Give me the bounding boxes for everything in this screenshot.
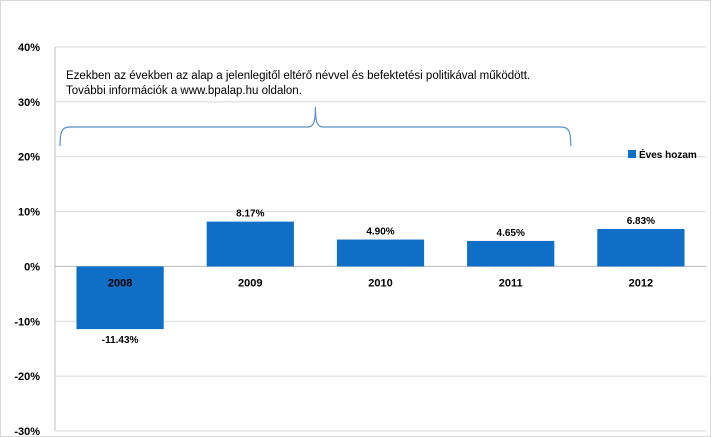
annotation-line-1: Ezekben az években az alap a jelenlegitő…: [66, 70, 530, 82]
x-tick-label: 2008: [108, 277, 132, 289]
annotation: Ezekben az években az alap a jelenlegitő…: [59, 70, 572, 147]
data-label: 4.90%: [366, 227, 394, 238]
y-tick-label: -10%: [14, 316, 40, 328]
bar-2009: [206, 221, 294, 267]
data-label: -11.43%: [102, 335, 139, 346]
y-tick-label: 0%: [24, 261, 40, 273]
bar-2008: [76, 266, 164, 330]
bars: -11.43% 2008 8.17% 2009 4.90% 2010 4.65% 2011 6.…: [76, 209, 685, 346]
x-tick-label: 2011: [499, 277, 523, 289]
bracket: [59, 106, 572, 147]
data-label: 4.65%: [497, 228, 525, 239]
legend-swatch: [628, 150, 636, 158]
bar-2012: [597, 228, 685, 267]
legend: Éves hozam: [628, 148, 697, 161]
y-tick-label: 10%: [18, 207, 40, 219]
annotation-line-2: További információk a www.bpalap.hu olda…: [66, 85, 302, 97]
y-tick-label: 20%: [18, 152, 40, 164]
y-tick-label: -20%: [14, 371, 40, 383]
y-axis: -30% -20% -10% 0% 10% 20% 30% 40%: [14, 42, 56, 437]
bar-2010: [336, 239, 425, 267]
bar-2011: [467, 240, 555, 267]
legend-label: Éves hozam: [639, 148, 697, 161]
y-tick-label: 40%: [18, 42, 40, 54]
y-tick-label: -30%: [14, 426, 40, 437]
x-tick-label: 2012: [629, 277, 653, 289]
x-tick-label: 2010: [368, 277, 392, 289]
x-tick-label: 2009: [238, 277, 262, 289]
y-tick-label: 30%: [18, 97, 40, 109]
data-label: 6.83%: [627, 216, 655, 227]
data-label: 8.17%: [236, 209, 264, 220]
